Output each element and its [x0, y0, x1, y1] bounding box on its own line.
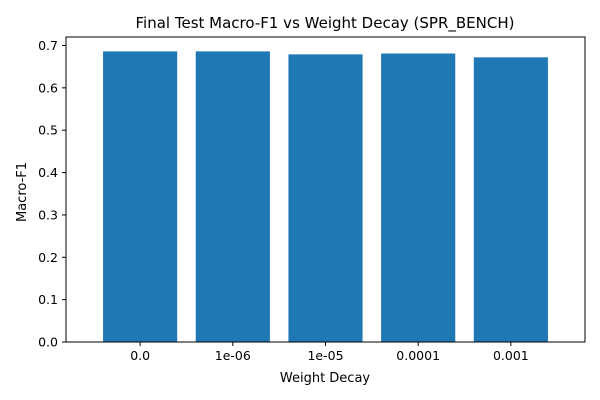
y-tick-label: 0.3	[38, 207, 58, 222]
x-tick-label: 0.0	[130, 348, 150, 363]
y-tick-label: 0.6	[38, 80, 58, 95]
bar-0	[103, 51, 178, 343]
chart-title: Final Test Macro-F1 vs Weight Decay (SPR…	[136, 14, 515, 33]
y-tick-label: 0.5	[38, 123, 58, 138]
y-tick-label: 0.7	[38, 38, 58, 53]
y-tick-label: 0.4	[38, 165, 58, 180]
bar-series	[103, 51, 548, 343]
bar-3	[381, 53, 456, 342]
y-tick-label: 0.0	[38, 335, 58, 350]
y-axis-label: Macro-F1	[15, 162, 30, 222]
bar-2	[288, 54, 363, 343]
x-tick-label: 1e-05	[307, 348, 343, 363]
y-tick-label: 0.1	[38, 292, 58, 307]
x-axis-label: Weight Decay	[280, 371, 371, 386]
x-tick-label: 0.0001	[396, 348, 440, 363]
y-tick-label: 0.2	[38, 250, 58, 265]
plot-frame	[65, 36, 586, 343]
bar-4	[473, 57, 548, 342]
x-axis-ticks: 0.0 1e-06 1e-05 0.0001 0.001	[130, 342, 529, 363]
y-axis-ticks: 0.0 0.1 0.2 0.3 0.4 0.5 0.6 0.7	[38, 38, 66, 350]
x-tick-label: 1e-06	[215, 348, 251, 363]
bar-1	[195, 51, 270, 343]
x-tick-label: 0.001	[493, 348, 529, 363]
